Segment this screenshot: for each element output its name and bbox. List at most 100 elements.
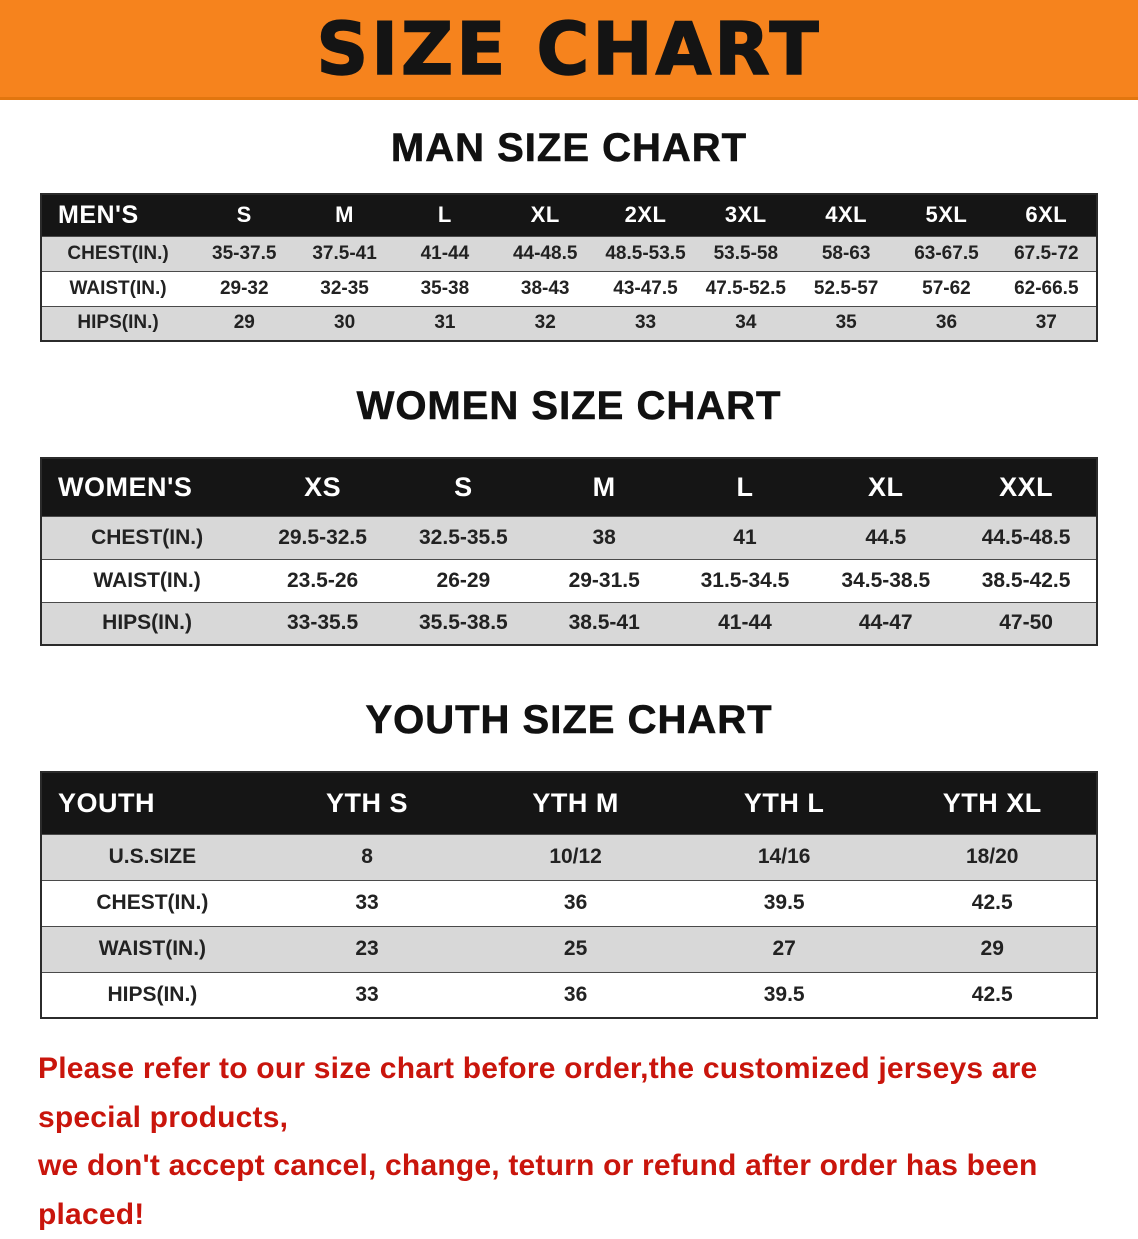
size-header-cell: YTH S	[262, 772, 472, 834]
value-cell: 48.5-53.5	[595, 235, 696, 271]
value-cell: 52.5-57	[795, 270, 897, 306]
value-cell: 44.5-48.5	[956, 515, 1097, 559]
women-size-table: WOMEN'S XS S M L XL XXL CHEST(IN.) 29.5-32.5 32.5…	[40, 457, 1098, 646]
value-cell: 27	[679, 925, 889, 972]
row-label-cell: WAIST(IN.)	[41, 270, 195, 306]
value-cell: 33	[262, 879, 472, 926]
value-cell: 37.5-41	[294, 235, 395, 271]
value-cell: 14/16	[679, 833, 889, 880]
value-cell: 23.5-26	[252, 558, 393, 602]
value-cell: 31	[394, 305, 496, 341]
size-header-cell: L	[394, 194, 496, 236]
value-cell: 35-37.5	[194, 235, 295, 271]
value-cell: 29	[888, 925, 1097, 972]
value-cell: 29-32	[194, 270, 295, 306]
table-row: HIPS(IN.) 33-35.5 35.5-38.5 38.5-41 41-44 44-…	[41, 601, 1097, 645]
value-cell: 35	[795, 305, 897, 341]
men-size-table: MEN'S S M L XL 2XL 3XL 4XL 5XL 6XL CHEST(IN.) 35-37…	[40, 193, 1098, 342]
value-cell: 32.5-35.5	[392, 515, 534, 559]
value-cell: 63-67.5	[896, 235, 997, 271]
footer-disclaimer-line-1: Please refer to our size chart before or…	[38, 1052, 1038, 1134]
size-header-cell: XL	[815, 458, 957, 516]
size-header-cell: S	[194, 194, 295, 236]
value-cell: 41-44	[674, 601, 816, 645]
value-cell: 38	[533, 515, 675, 559]
table-row: CHEST(IN.) 29.5-32.5 32.5-35.5 38 41 44.5 44.5…	[41, 515, 1097, 559]
size-header-cell: 6XL	[996, 194, 1097, 236]
value-cell: 36	[471, 879, 680, 926]
table-header-row: MEN'S S M L XL 2XL 3XL 4XL 5XL 6XL	[41, 194, 1097, 236]
value-cell: 18/20	[888, 833, 1097, 880]
value-cell: 10/12	[471, 833, 680, 880]
row-label-cell: CHEST(IN.)	[41, 879, 263, 926]
row-label-cell: WAIST(IN.)	[41, 925, 263, 972]
size-header-cell: 3XL	[695, 194, 796, 236]
value-cell: 44-47	[815, 601, 957, 645]
table-row: WAIST(IN.) 23.5-26 26-29 29-31.5 31.5-34.5 34…	[41, 558, 1097, 602]
value-cell: 29	[194, 305, 295, 341]
value-cell: 33	[595, 305, 696, 341]
table-row: CHEST(IN.) 33 36 39.5 42.5	[41, 879, 1097, 926]
value-cell: 67.5-72	[996, 235, 1097, 271]
size-header-cell: 2XL	[595, 194, 696, 236]
table-row: WAIST(IN.) 23 25 27 29	[41, 925, 1097, 972]
value-cell: 29-31.5	[533, 558, 675, 602]
size-header-cell: S	[392, 458, 534, 516]
table-row: U.S.SIZE 8 10/12 14/16 18/20	[41, 833, 1097, 880]
table-row: HIPS(IN.) 33 36 39.5 42.5	[41, 971, 1097, 1018]
value-cell: 26-29	[392, 558, 534, 602]
value-cell: 35-38	[394, 270, 496, 306]
value-cell: 33-35.5	[252, 601, 393, 645]
value-cell: 53.5-58	[695, 235, 796, 271]
banner-title: SIZE CHART	[316, 6, 822, 92]
value-cell: 33	[262, 971, 472, 1018]
value-cell: 47-50	[956, 601, 1097, 645]
youth-size-chart-heading: YOUTH SIZE CHART	[365, 698, 773, 743]
value-cell: 41-44	[394, 235, 496, 271]
value-cell: 39.5	[679, 971, 889, 1018]
row-label-cell: WAIST(IN.)	[41, 558, 253, 602]
women-size-chart-heading: WOMEN SIZE CHART	[356, 384, 782, 429]
table-title-cell: YOUTH	[41, 772, 263, 834]
table-row: CHEST(IN.) 35-37.5 37.5-41 41-44 44-48.5 48.5…	[41, 235, 1097, 271]
value-cell: 31.5-34.5	[674, 558, 816, 602]
table-row: HIPS(IN.) 29 30 31 32 33 34 35 36 37	[41, 305, 1097, 341]
size-header-cell: XL	[495, 194, 596, 236]
value-cell: 29.5-32.5	[252, 515, 393, 559]
value-cell: 35.5-38.5	[392, 601, 534, 645]
footer-disclaimer: Please refer to our size chart before or…	[38, 1045, 1100, 1239]
value-cell: 36	[896, 305, 997, 341]
row-label-cell: U.S.SIZE	[41, 833, 263, 880]
value-cell: 32	[495, 305, 596, 341]
table-header-row: WOMEN'S XS S M L XL XXL	[41, 458, 1097, 516]
value-cell: 34.5-38.5	[815, 558, 957, 602]
row-label-cell: HIPS(IN.)	[41, 971, 263, 1018]
youth-size-chart-section: YOUTH SIZE CHART YOUTH YTH S YTH M YTH L YTH…	[0, 698, 1138, 1019]
value-cell: 30	[294, 305, 395, 341]
value-cell: 47.5-52.5	[695, 270, 796, 306]
value-cell: 34	[695, 305, 796, 341]
value-cell: 57-62	[896, 270, 997, 306]
size-header-cell: M	[533, 458, 675, 516]
value-cell: 8	[262, 833, 472, 880]
table-title-cell: MEN'S	[41, 194, 195, 236]
size-header-cell: YTH M	[471, 772, 680, 834]
value-cell: 43-47.5	[595, 270, 696, 306]
row-label-cell: HIPS(IN.)	[41, 305, 195, 341]
men-size-chart-heading: MAN SIZE CHART	[390, 126, 748, 171]
size-header-cell: XXL	[956, 458, 1097, 516]
table-row: WAIST(IN.) 29-32 32-35 35-38 38-43 43-47.5 47.…	[41, 270, 1097, 306]
women-size-chart-section: WOMEN SIZE CHART WOMEN'S XS S M L XL XXL CHEST(…	[0, 384, 1138, 646]
value-cell: 32-35	[294, 270, 395, 306]
value-cell: 42.5	[888, 971, 1097, 1018]
value-cell: 38.5-41	[533, 601, 675, 645]
footer-disclaimer-line-2: we don't accept cancel, change, teturn o…	[38, 1149, 1038, 1231]
value-cell: 39.5	[679, 879, 889, 926]
size-header-cell: YTH XL	[888, 772, 1097, 834]
row-label-cell: CHEST(IN.)	[41, 515, 253, 559]
value-cell: 36	[471, 971, 680, 1018]
size-header-cell: 4XL	[795, 194, 897, 236]
value-cell: 37	[996, 305, 1097, 341]
table-title-cell: WOMEN'S	[41, 458, 253, 516]
value-cell: 42.5	[888, 879, 1097, 926]
